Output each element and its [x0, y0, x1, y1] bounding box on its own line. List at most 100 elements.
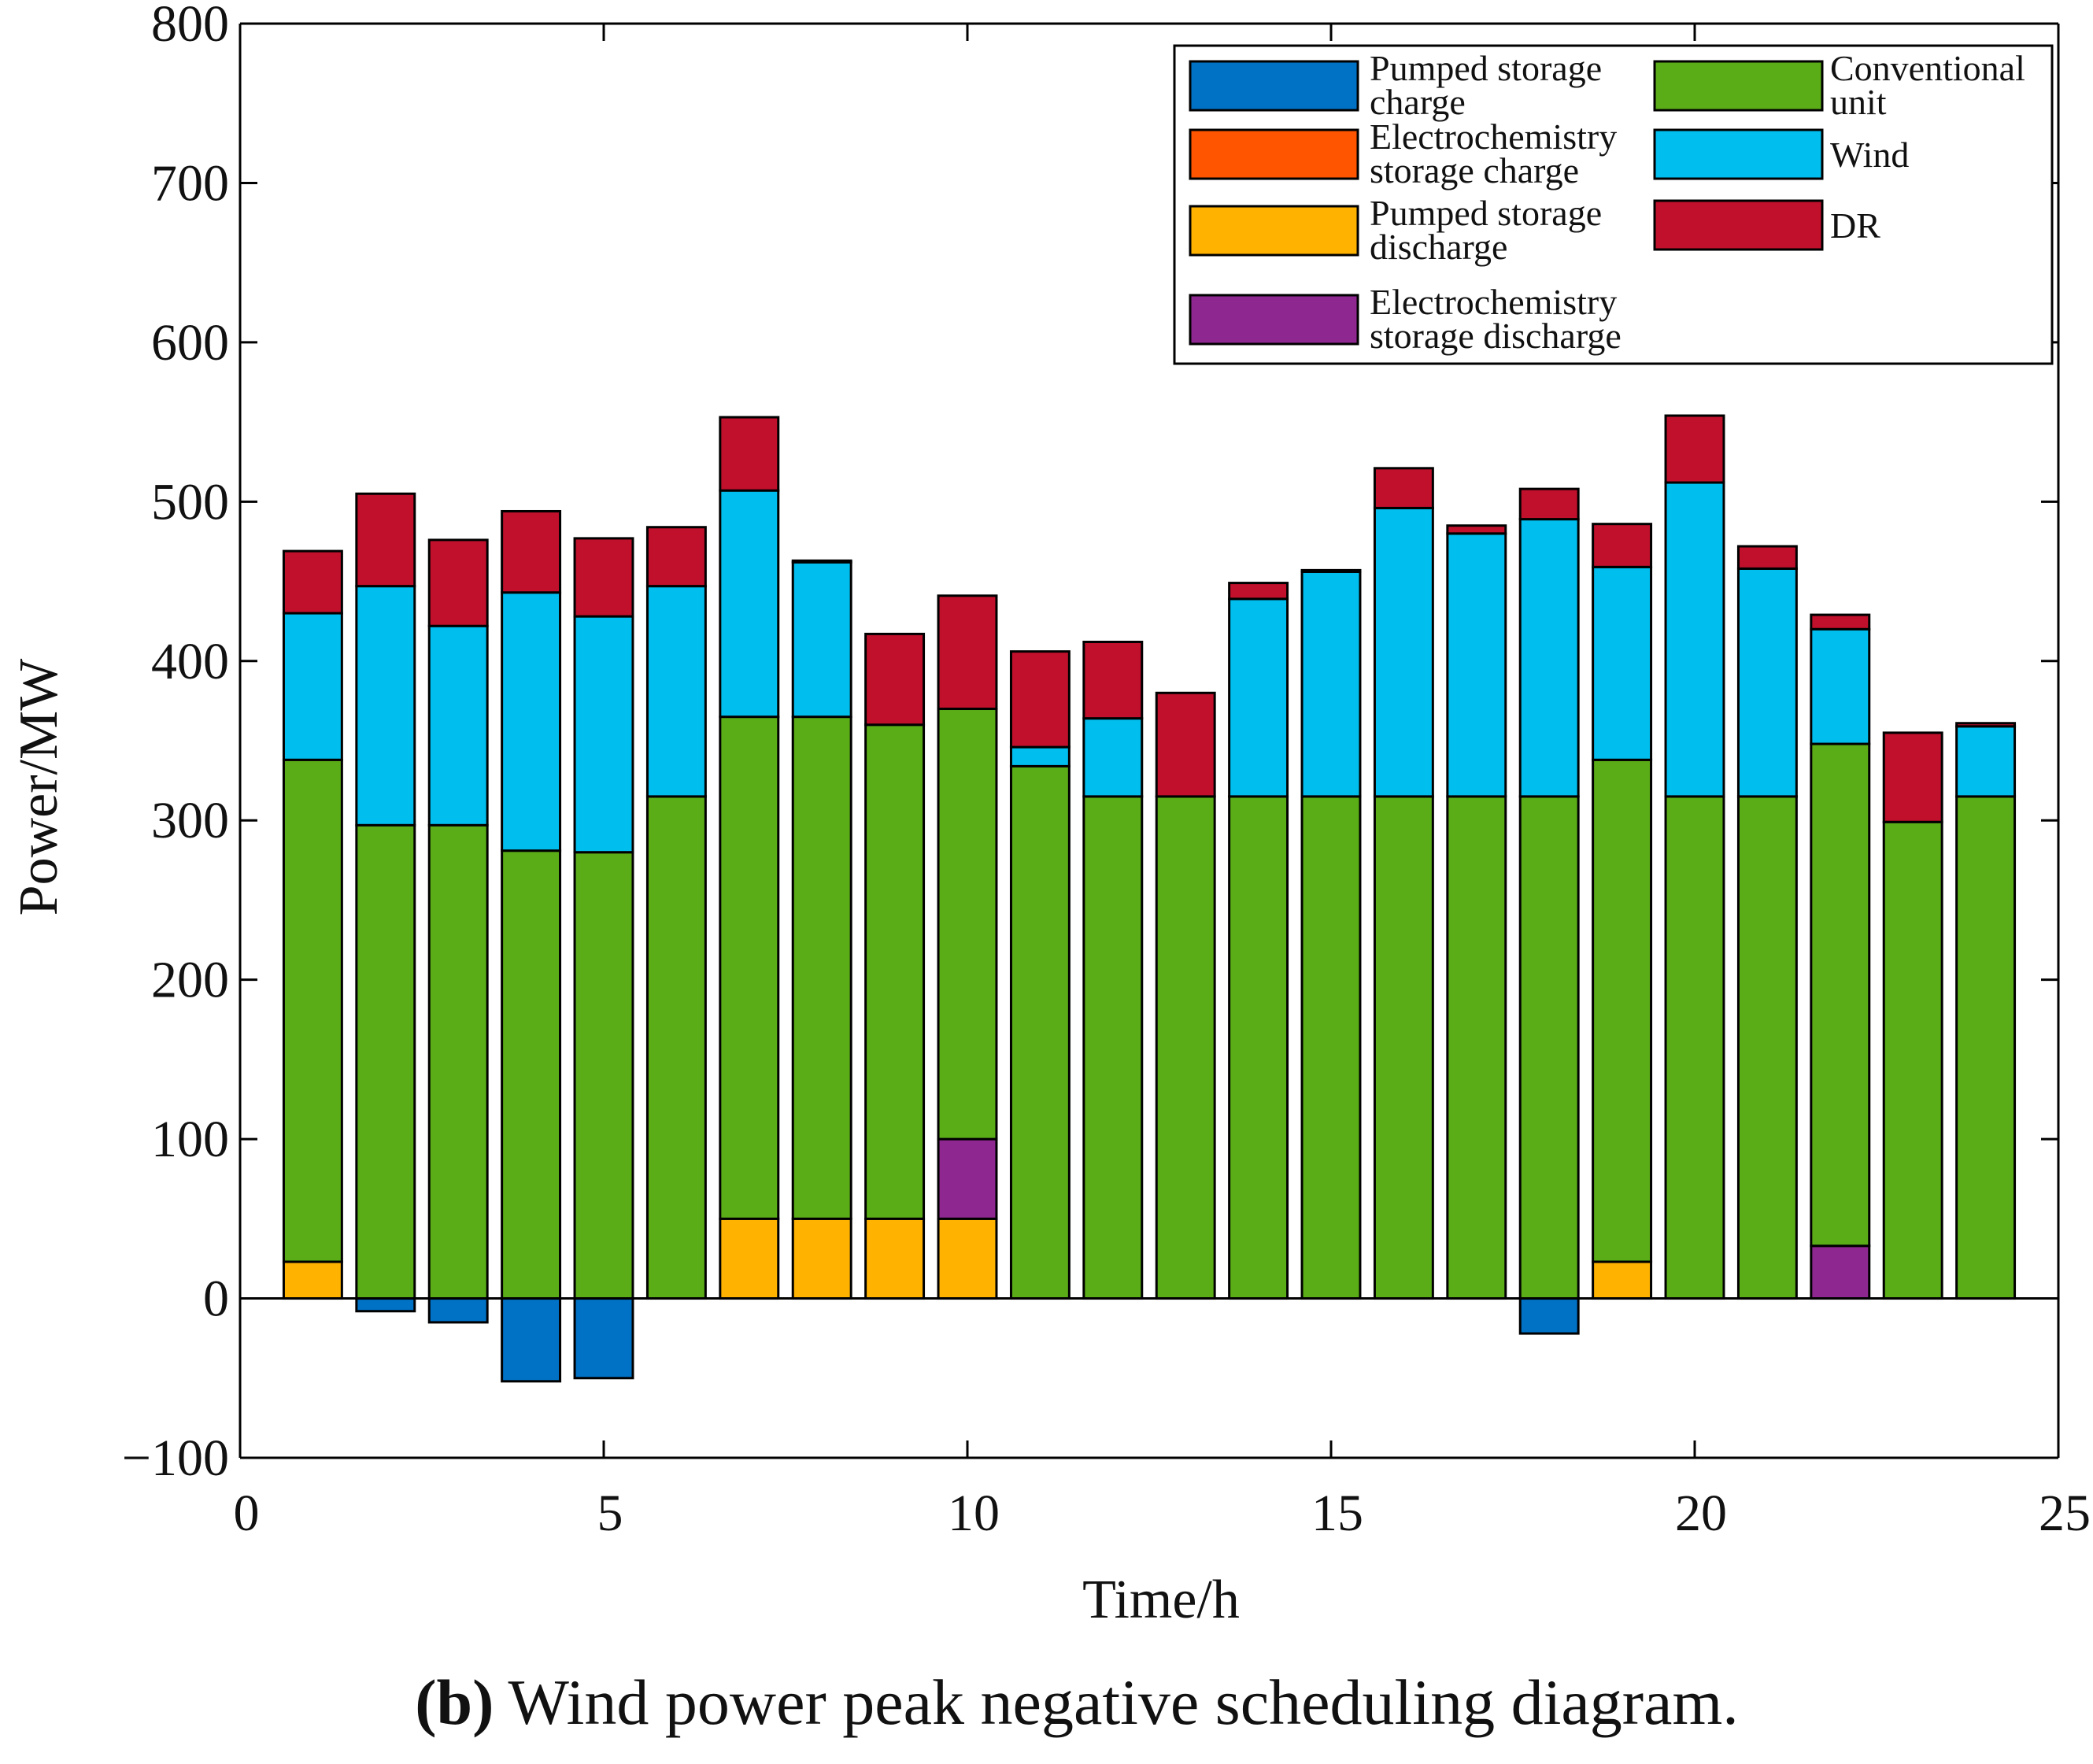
- bar-electrochemistry-storage-discharge-t10: [937, 1137, 998, 1220]
- bar-dr-t7: [719, 416, 780, 492]
- y-tick-label: 400: [151, 633, 229, 690]
- x-tick-label: 20: [1675, 1485, 1727, 1542]
- bar-wind-t18: [1518, 518, 1580, 798]
- bar-wind-t8: [791, 560, 852, 719]
- legend-swatch-electrochemistry-storage-discharge: [1189, 294, 1359, 346]
- bar-conventional-unit-t21: [1736, 795, 1798, 1300]
- bar-dr-t17: [1446, 524, 1507, 535]
- bar-wind-t3: [427, 624, 489, 827]
- bar-conventional-unit-t12: [1082, 795, 1144, 1300]
- bar-conventional-unit-t23: [1882, 820, 1943, 1300]
- bar-conventional-unit-t14: [1228, 795, 1289, 1300]
- bar-dr-t4: [501, 509, 562, 594]
- x-tick-label: 25: [2039, 1485, 2091, 1542]
- bar-dr-t6: [645, 526, 707, 588]
- bar-wind-t22: [1810, 627, 1871, 745]
- bar-wind-t15: [1300, 570, 1362, 798]
- bar-electrochemistry-storage-discharge-t22: [1810, 1244, 1871, 1300]
- bar-conventional-unit-t20: [1664, 795, 1725, 1300]
- bar-pumped-storage-charge-t18: [1518, 1297, 1580, 1335]
- bar-conventional-unit-t5: [573, 851, 634, 1300]
- bar-dr-t14: [1228, 582, 1289, 601]
- bar-conventional-unit-t6: [645, 795, 707, 1300]
- caption-prefix: (b): [415, 1666, 494, 1738]
- legend-label-conventional-unit: unit: [1830, 82, 1887, 122]
- legend-label-electrochemistry-storage-charge: Electrochemistry: [1370, 116, 1617, 157]
- bar-wind-t24: [1955, 725, 2017, 798]
- bar-conventional-unit-t18: [1518, 795, 1580, 1300]
- bar-dr-t3: [427, 538, 489, 627]
- bar-pumped-storage-charge-t5: [573, 1297, 634, 1380]
- bar-pumped-storage-discharge-t10: [937, 1217, 998, 1300]
- x-tick-label: 0: [234, 1485, 260, 1542]
- bars-layer: [282, 414, 2017, 1383]
- bar-wind-t16: [1373, 506, 1434, 798]
- bar-dr-t8: [791, 559, 852, 564]
- bar-pumped-storage-charge-t4: [501, 1297, 562, 1383]
- bar-wind-t6: [645, 585, 707, 798]
- bar-dr-t12: [1082, 640, 1144, 720]
- bar-wind-t19: [1592, 565, 1653, 761]
- bar-dr-t20: [1664, 414, 1725, 484]
- bar-dr-t24: [1955, 722, 2017, 728]
- bar-pumped-storage-discharge-t19: [1592, 1260, 1653, 1300]
- y-tick-label: −100: [122, 1429, 229, 1487]
- bar-conventional-unit-t8: [791, 716, 852, 1220]
- bar-dr-t15: [1300, 568, 1362, 573]
- bar-dr-t10: [937, 594, 998, 711]
- y-axis-title: Power/MW: [9, 659, 69, 916]
- bar-dr-t11: [1009, 650, 1071, 749]
- bar-conventional-unit-t4: [501, 849, 562, 1300]
- caption-text: Wind power peak negative scheduling diag…: [508, 1666, 1738, 1738]
- legend-label-pumped-storage-charge: Pumped storage: [1370, 48, 1602, 88]
- y-tick-label: 0: [203, 1270, 229, 1328]
- legend-label-pumped-storage-discharge: Pumped storage: [1370, 193, 1602, 233]
- legend-swatch-dr: [1653, 199, 1824, 251]
- bar-conventional-unit-t9: [864, 723, 926, 1220]
- bar-conventional-unit-t11: [1009, 764, 1071, 1300]
- bar-conventional-unit-t13: [1155, 795, 1216, 1300]
- bar-pumped-storage-charge-t2: [355, 1297, 416, 1313]
- y-tick-label: 800: [151, 0, 229, 53]
- bar-wind-t1: [282, 612, 343, 761]
- bar-conventional-unit-t22: [1810, 742, 1871, 1248]
- y-tick-label: 600: [151, 314, 229, 372]
- legend-label-wind: Wind: [1830, 135, 1909, 175]
- x-axis-title: Time/h: [1082, 1570, 1240, 1630]
- bar-conventional-unit-t7: [719, 716, 780, 1220]
- bar-dr-t18: [1518, 487, 1580, 521]
- y-tick-label: 100: [151, 1111, 229, 1168]
- bar-conventional-unit-t17: [1446, 795, 1507, 1300]
- x-tick-label: 15: [1311, 1485, 1363, 1542]
- legend-swatch-pumped-storage-discharge: [1189, 205, 1359, 257]
- bar-wind-t21: [1736, 567, 1798, 798]
- bar-conventional-unit-t1: [282, 758, 343, 1263]
- x-tick-label: 10: [948, 1485, 1000, 1542]
- bar-pumped-storage-discharge-t7: [719, 1217, 780, 1300]
- figure-caption: (b) Wind power peak negative scheduling d…: [415, 1666, 1739, 1738]
- bar-dr-t2: [355, 492, 416, 588]
- bar-conventional-unit-t3: [427, 823, 489, 1300]
- legend-label-electrochemistry-storage-discharge: Electrochemistry: [1370, 282, 1617, 322]
- legend-swatch-wind: [1653, 128, 1824, 180]
- bar-conventional-unit-t2: [355, 823, 416, 1300]
- legend-swatch-pumped-storage-charge: [1189, 60, 1359, 112]
- bar-dr-t21: [1736, 545, 1798, 570]
- bar-conventional-unit-t24: [1955, 795, 2017, 1300]
- bar-conventional-unit-t15: [1300, 795, 1362, 1300]
- y-tick-label: 500: [151, 473, 229, 531]
- legend-swatch-conventional-unit: [1653, 60, 1824, 112]
- bar-wind-t5: [573, 615, 634, 854]
- bar-dr-t1: [282, 549, 343, 615]
- bar-dr-t19: [1592, 523, 1653, 568]
- bar-wind-t17: [1446, 532, 1507, 798]
- bar-pumped-storage-discharge-t1: [282, 1260, 343, 1300]
- bar-wind-t2: [355, 585, 416, 827]
- bar-conventional-unit-t16: [1373, 795, 1434, 1300]
- y-tick-label: 300: [151, 792, 229, 849]
- legend-label-pumped-storage-charge: charge: [1370, 82, 1466, 122]
- legend-label-pumped-storage-discharge: discharge: [1370, 227, 1507, 267]
- legend-swatch-electrochemistry-storage-charge: [1189, 128, 1359, 180]
